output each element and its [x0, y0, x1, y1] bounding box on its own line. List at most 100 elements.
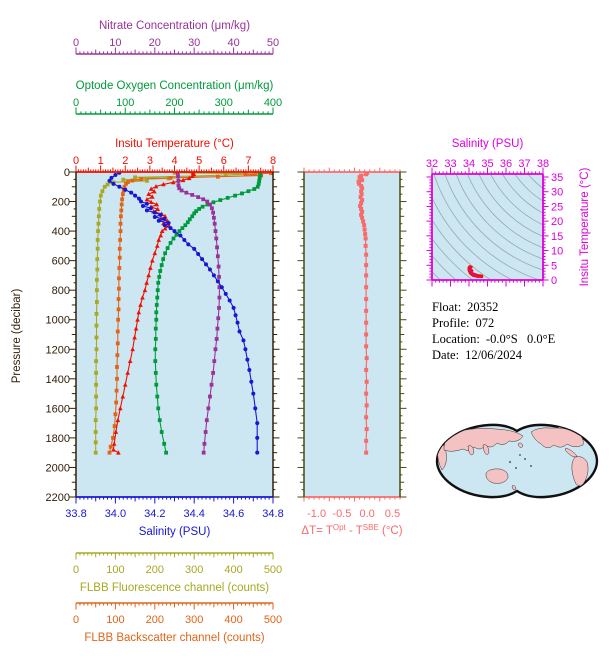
- delta-right-axis: [399, 171, 407, 498]
- data-marker: [255, 435, 260, 440]
- data-marker: [150, 194, 155, 199]
- backscatter-axis-title: FLBB Backscatter channel (counts): [84, 632, 264, 644]
- data-marker: [97, 207, 102, 211]
- data-marker: [148, 206, 153, 211]
- profile-line: Profile: 072: [432, 315, 608, 331]
- data-marker: [196, 251, 201, 256]
- data-marker: [161, 257, 166, 262]
- data-marker: [144, 201, 149, 206]
- data-marker: [115, 341, 120, 346]
- float-label: Float:: [432, 300, 462, 314]
- data-marker: [364, 252, 369, 257]
- data-marker: [113, 429, 119, 434]
- data-marker: [116, 297, 121, 301]
- tick-label: 100: [106, 564, 124, 576]
- nitrate-axis: 0 10 20 30 40 50 Nitrate Concentration (μm/kg): [73, 20, 279, 55]
- data-marker: [364, 391, 369, 396]
- data-marker: [189, 173, 195, 179]
- data-marker: [130, 346, 135, 352]
- data-marker: [174, 232, 179, 237]
- tick-label: 30: [188, 37, 200, 49]
- delta-left-axis: [297, 171, 305, 498]
- pressure-tick-label: 2200: [46, 492, 70, 504]
- tick-label: 10: [109, 37, 121, 49]
- salinity-axis-title: Salinity (PSU): [139, 526, 211, 538]
- temperature-axis-title: Insitu Temperature (°C): [115, 138, 234, 150]
- data-marker: [145, 178, 149, 183]
- data-marker: [184, 190, 189, 195]
- data-marker: [211, 371, 216, 375]
- tick-label: 0: [73, 97, 79, 109]
- tick-label: 400: [224, 564, 242, 576]
- landmass-indochina: [482, 444, 490, 455]
- data-marker: [115, 365, 119, 369]
- pressure-tick-label: 2000: [46, 462, 70, 474]
- data-marker: [247, 367, 252, 372]
- data-marker: [114, 400, 119, 405]
- fluorescence-axis-title: FLBB Fluorescence channel (counts): [80, 582, 269, 594]
- pressure-axis-left: [69, 171, 77, 498]
- data-marker: [192, 211, 197, 216]
- data-marker: [107, 450, 112, 455]
- tick-label: 34.4: [183, 508, 204, 520]
- location-value: -0.0°S 0.0°E: [485, 332, 556, 346]
- data-marker: [255, 421, 260, 426]
- pressure-tick-label: 1600: [46, 403, 70, 415]
- data-marker: [218, 198, 223, 202]
- data-marker: [364, 367, 369, 372]
- data-marker: [94, 311, 99, 316]
- data-marker: [117, 276, 121, 281]
- data-marker: [127, 358, 133, 363]
- data-marker: [162, 216, 167, 221]
- data-marker: [100, 189, 105, 194]
- data-marker: [155, 394, 160, 399]
- data-marker: [361, 219, 366, 224]
- data-marker: [211, 210, 216, 215]
- series-line-fluorescence: [95, 172, 256, 453]
- tick-label: 5: [196, 155, 202, 167]
- data-marker: [363, 243, 368, 248]
- data-marker: [208, 202, 212, 207]
- tick-label: 36: [500, 158, 512, 170]
- data-marker: [192, 246, 197, 251]
- data-marker: [194, 209, 199, 214]
- data-marker: [144, 280, 149, 285]
- isopycnal-contour: [520, 50, 610, 194]
- data-marker: [231, 305, 236, 310]
- tick-label: 200: [165, 97, 183, 109]
- data-marker: [122, 184, 127, 189]
- data-marker: [158, 269, 163, 273]
- tick-label: 7: [245, 155, 251, 167]
- chart-layers: [76, 50, 610, 497]
- data-marker: [187, 217, 192, 222]
- tick-label: 6: [221, 155, 227, 167]
- ts-profile-curve: [467, 265, 484, 278]
- data-marker: [217, 285, 222, 290]
- data-marker: [364, 403, 369, 408]
- data-marker: [252, 187, 257, 191]
- data-marker: [255, 184, 260, 189]
- data-marker: [205, 199, 210, 204]
- ts-right-axis: 0 5 10 15 20 25 30 35: [542, 172, 563, 287]
- data-marker: [114, 388, 119, 393]
- data-marker: [196, 195, 201, 200]
- data-marker: [118, 221, 123, 226]
- tick-label: 38: [537, 158, 549, 170]
- data-marker: [120, 394, 126, 399]
- data-marker: [359, 192, 364, 197]
- ts-salinity-axis: 32 33 34 35 36 37 38 Salinity (PSU): [426, 138, 549, 175]
- data-marker: [211, 200, 216, 205]
- data-marker: [116, 450, 121, 455]
- pressure-tick-label: 400: [52, 226, 70, 238]
- data-marker: [119, 202, 124, 207]
- temperature-axis: 0 1 2 3 4 5 6 7 8 Insitu Temperature (°C): [73, 138, 276, 173]
- delta-title-part: ΔT= T: [301, 525, 332, 537]
- data-marker: [133, 175, 137, 180]
- pressure-tick-label: 200: [52, 197, 70, 209]
- data-marker: [148, 265, 153, 270]
- data-marker: [214, 236, 219, 241]
- data-marker: [363, 236, 368, 241]
- data-marker: [118, 405, 123, 411]
